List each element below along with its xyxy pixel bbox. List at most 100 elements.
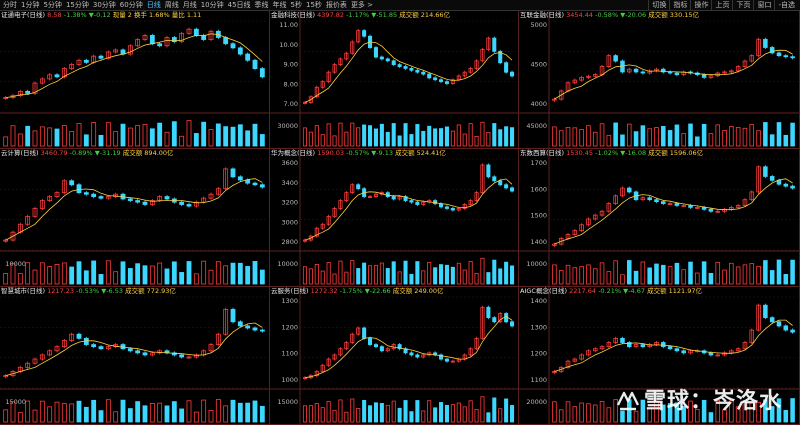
volume-bar	[379, 262, 384, 285]
candle-body	[695, 207, 700, 209]
period-tab-15[interactable]: 报价表	[325, 1, 347, 9]
volume-bar	[486, 272, 491, 285]
candle-body	[681, 205, 686, 207]
candle-body	[474, 60, 479, 69]
volume-bar	[259, 405, 265, 423]
volume-bar	[368, 265, 373, 285]
volume-bar	[688, 123, 693, 147]
toolbar-action-1[interactable]: 指标	[669, 0, 690, 10]
period-tab-8[interactable]: 月线	[182, 1, 197, 9]
period-tab-2[interactable]: 5分钟	[43, 1, 62, 9]
toolbar-action-4[interactable]: 下页	[732, 0, 753, 10]
kline-chart: 1700 1600 1500 1400 10000	[519, 149, 799, 286]
candle-body	[776, 52, 782, 57]
candle-body	[397, 196, 402, 200]
volume-bar	[252, 123, 258, 147]
volume-bar	[193, 133, 199, 147]
turnover-info: 成交额 1121.97亿	[647, 287, 703, 295]
candle-body	[586, 218, 591, 226]
chart-panel[interactable]: 华为概念(日线) 1590.03 -0.57% ▼-9.13 成交额 524.4…	[270, 149, 519, 287]
volume-bar	[397, 271, 402, 285]
ma-line	[304, 315, 513, 379]
candle-body	[61, 340, 67, 348]
candle-body	[69, 180, 75, 186]
toolbar-action-6[interactable]: -自选	[774, 0, 798, 10]
index-name: 智慧城市	[1, 287, 27, 295]
volume-bar	[620, 410, 625, 423]
chart-panel[interactable]: 云计算(日线) 3460.79 -0.89% ▼-31.19 成交额 894.0…	[0, 149, 270, 287]
chart-panel[interactable]: 证通电子(日线) 8.58 -1.38% ▼-0.12 现量 2 换手 1.68…	[0, 11, 270, 149]
candle-body	[620, 337, 625, 343]
chart-panel[interactable]: 金融科技(日线) 4397.82 -1.17% ▼-51.85 成交额 214.…	[270, 11, 519, 149]
candle-body	[397, 64, 402, 67]
chart-panel[interactable]: 云服务(日线) 1272.32 -1.75% ▼-22.66 成交额 249.0…	[270, 287, 519, 425]
period-tab-14[interactable]: 15秒	[306, 1, 322, 9]
period-tab-7[interactable]: 周线	[164, 1, 179, 9]
chart-panel[interactable]: 互联金融(日线) 3454.44 -0.58% ▼-20.06 成交额 330.…	[519, 11, 800, 149]
volume-bar	[76, 400, 82, 423]
candle-body	[450, 208, 455, 211]
volume-bar	[633, 410, 639, 423]
period-tab-13[interactable]: 5秒	[290, 1, 303, 9]
toolbar-action-3[interactable]: 上页	[711, 0, 732, 10]
volume-bar	[742, 264, 748, 285]
candle-body	[54, 346, 60, 352]
volume-bar	[215, 399, 221, 423]
volume-bar	[456, 124, 461, 147]
volume-bar	[105, 260, 111, 285]
period-tab-1[interactable]: 1分钟	[21, 1, 40, 9]
period-tab-10[interactable]: 45日线	[227, 1, 251, 9]
chart-panel[interactable]: AIGC概念(日线) 2217.64 -0.21% ▼-4.67 成交额 112…	[519, 287, 800, 425]
volume-bar	[356, 268, 361, 285]
candle-body	[444, 206, 449, 209]
volume-bar	[667, 266, 673, 285]
candle-body	[763, 166, 768, 177]
volume-bar	[252, 400, 258, 423]
volume-bar	[223, 126, 229, 147]
volume-bar	[763, 260, 768, 285]
volume-bar	[223, 405, 229, 423]
chart-panel[interactable]: 东数西算(日线) 1530.45 -1.02% ▼-16.08 成交额 1596…	[519, 149, 800, 287]
volume-bar	[756, 265, 761, 285]
candle-body	[674, 72, 680, 76]
volume-bar	[742, 127, 748, 147]
toolbar-action-2[interactable]: 操作	[690, 0, 711, 10]
period-tab-4[interactable]: 30分钟	[92, 1, 116, 9]
volume-bar	[433, 128, 438, 147]
toolbar-action-5[interactable]: 窗口	[753, 0, 774, 10]
volume-bar	[332, 409, 337, 423]
period-tab-3[interactable]: 15分钟	[65, 1, 89, 9]
candle-body	[409, 200, 414, 203]
volume-bar	[681, 133, 686, 147]
volume-bar	[91, 260, 97, 285]
volume-bar	[105, 122, 111, 147]
candle-body	[654, 199, 659, 203]
volume-bar	[237, 124, 243, 147]
period-label: (日线)	[290, 287, 309, 295]
period-tab-9[interactable]: 10分钟	[200, 1, 224, 9]
volume-bar	[633, 270, 639, 285]
volume-bar	[391, 123, 396, 147]
period-label: (日线)	[27, 287, 46, 295]
point-change: ▼-16.08	[620, 149, 647, 157]
chart-panel[interactable]: 智慧城市(日线) 1217.23 -0.53% ▼-6.53 成交额 772.9…	[0, 287, 270, 425]
candle-body	[783, 55, 789, 58]
period-tab-12[interactable]: 年线	[272, 1, 287, 9]
candle-body	[790, 56, 795, 59]
candle-body	[492, 176, 497, 182]
volume-bar	[415, 400, 420, 423]
period-tab-11[interactable]: 季线	[254, 1, 269, 9]
period-tab-5[interactable]: 60分钟	[119, 1, 143, 9]
period-tab-16[interactable]: 更多 >	[350, 1, 374, 9]
period-tab-0[interactable]: 分时	[3, 1, 17, 9]
volume-bar	[391, 261, 396, 285]
volume-bar	[749, 402, 755, 423]
volume-bar	[164, 268, 170, 285]
candle-body	[468, 348, 473, 356]
point-change: ▼-51.85	[371, 11, 398, 19]
panel-header: 华为概念(日线) 1590.03 -0.57% ▼-9.13 成交额 524.4…	[271, 149, 446, 157]
candle-body	[462, 71, 467, 77]
period-tab-6[interactable]: 日线	[146, 1, 161, 9]
toolbar-action-0[interactable]: 切换	[648, 0, 669, 10]
volume-bar	[729, 262, 734, 285]
